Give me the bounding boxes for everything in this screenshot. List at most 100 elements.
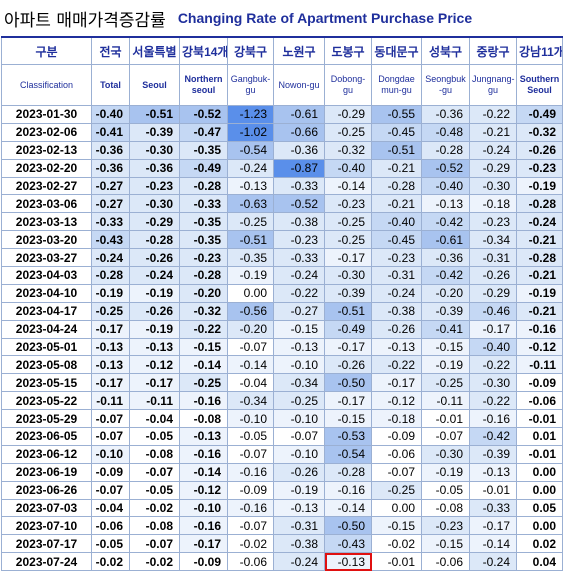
row-date: 2023-04-03 <box>1 266 92 285</box>
rate-cell: 0.05 <box>516 498 563 518</box>
rate-cell: -0.27 <box>91 194 130 214</box>
table-row: 2023-06-05 -0.07 -0.05 -0.13 -0.05 -0.07 -0.53… <box>1 427 563 446</box>
rate-cell: -0.31 <box>469 248 517 268</box>
rate-cell: -0.16 <box>179 444 228 464</box>
row-date: 2023-02-20 <box>1 158 92 178</box>
rate-cell: -0.26 <box>129 301 180 321</box>
row-date: 2023-04-10 <box>1 283 92 303</box>
rate-cell: -0.45 <box>371 230 422 250</box>
row-date: 2023-06-05 <box>1 427 92 446</box>
row-date: 2023-06-19 <box>1 462 92 482</box>
rate-cell: -0.26 <box>273 462 325 482</box>
column-header-korean: 서울특별 <box>129 36 180 65</box>
rate-cell: -0.10 <box>273 409 325 429</box>
rate-cell: -0.19 <box>129 319 180 339</box>
rate-cell: -0.52 <box>273 194 325 214</box>
rate-cell: -0.21 <box>371 194 422 214</box>
rate-cell: -0.12 <box>179 480 228 500</box>
rate-cell: -0.06 <box>227 552 274 572</box>
rate-cell: -0.47 <box>179 122 228 142</box>
table-row: 2023-02-20 -0.36 -0.36 -0.49 -0.24 -0.87 -0.40… <box>1 158 563 178</box>
rate-cell: -0.15 <box>324 409 372 429</box>
rate-cell: -0.13 <box>91 355 130 375</box>
rate-cell: 0.00 <box>371 498 422 518</box>
rate-cell: -0.10 <box>91 444 130 464</box>
column-header-english: Nowon-gu <box>273 64 325 106</box>
table-row: 2023-07-24 -0.02 -0.02 -0.09 -0.06 -0.24 -0.13… <box>1 552 563 572</box>
rate-cell: -0.23 <box>516 158 563 178</box>
rate-cell: -0.01 <box>516 444 563 464</box>
row-date: 2023-05-15 <box>1 373 92 393</box>
rate-cell: -0.09 <box>227 480 274 500</box>
rate-cell: -0.24 <box>371 283 422 303</box>
rate-cell: -0.07 <box>91 427 130 446</box>
rate-cell: -0.25 <box>371 480 422 500</box>
rate-cell: -0.14 <box>469 534 517 554</box>
rate-cell: -0.36 <box>91 140 130 160</box>
row-date: 2023-04-24 <box>1 319 92 339</box>
rate-cell: -0.24 <box>469 552 517 572</box>
rate-cell: -0.07 <box>421 427 470 446</box>
rate-cell: -0.26 <box>324 355 372 375</box>
rate-cell: -0.05 <box>129 480 180 500</box>
rate-cell: -0.19 <box>273 480 325 500</box>
rate-cell: -0.36 <box>129 158 180 178</box>
rate-cell: -0.30 <box>129 194 180 214</box>
rate-cell: -0.66 <box>273 122 325 142</box>
rate-cell: -0.11 <box>421 391 470 411</box>
rate-cell: -0.25 <box>421 373 470 393</box>
rate-cell: -0.17 <box>91 319 130 339</box>
rate-cell: -0.07 <box>227 444 274 464</box>
rate-cell: -0.17 <box>324 248 372 268</box>
rate-cell: -0.51 <box>227 230 274 250</box>
header-row-english: Classification Total Seoul Northern seoul Ga… <box>1 64 563 106</box>
rate-cell: -0.05 <box>227 427 274 446</box>
rate-cell: -0.19 <box>421 355 470 375</box>
row-date: 2023-07-03 <box>1 498 92 518</box>
row-date: 2023-03-13 <box>1 212 92 232</box>
rate-cell: -0.18 <box>469 194 517 214</box>
rate-cell: -0.51 <box>324 301 372 321</box>
rate-cell: -0.35 <box>227 248 274 268</box>
rate-cell: -0.11 <box>516 355 563 375</box>
table-row: 2023-04-10 -0.19 -0.19 -0.20 0.00 -0.22 -0.39-… <box>1 283 563 303</box>
rate-cell: -0.06 <box>421 552 470 572</box>
rate-cell: -0.35 <box>179 230 228 250</box>
rate-cell: -0.01 <box>469 480 517 500</box>
table-row: 2023-02-06 -0.41 -0.39 -0.47 -1.02 -0.66 -0.25… <box>1 122 563 142</box>
rate-cell: -0.21 <box>469 122 517 142</box>
rate-cell: -0.35 <box>179 140 228 160</box>
rate-cell: -0.36 <box>91 158 130 178</box>
rate-cell: -0.15 <box>371 516 422 536</box>
rate-cell: -0.30 <box>129 140 180 160</box>
column-header-english: Dobong-gu <box>324 64 372 106</box>
rate-cell: -0.10 <box>179 498 228 518</box>
rate-cell: -0.14 <box>324 498 372 518</box>
rate-cell: -0.27 <box>91 176 130 196</box>
rate-cell: -0.06 <box>516 391 563 411</box>
rate-cell: -0.53 <box>324 427 372 446</box>
rate-cell: -0.13 <box>371 337 422 357</box>
rate-cell: -0.07 <box>273 427 325 446</box>
rate-cell: -0.33 <box>91 212 130 232</box>
rate-cell: -0.21 <box>516 230 563 250</box>
column-header-korean: 강북구 <box>227 36 274 65</box>
rate-cell: -0.39 <box>421 301 470 321</box>
rate-cell: -0.04 <box>227 373 274 393</box>
row-date: 2023-05-29 <box>1 409 92 429</box>
rate-cell: -0.36 <box>421 248 470 268</box>
rate-cell: -0.15 <box>273 319 325 339</box>
rate-cell: -0.07 <box>227 516 274 536</box>
table-row: 2023-07-17 -0.05 -0.07 -0.17 -0.02 -0.38 -0.43… <box>1 534 563 554</box>
rate-cell: -0.19 <box>421 462 470 482</box>
rate-cell: -0.49 <box>516 105 563 124</box>
rate-cell: -0.13 <box>227 176 274 196</box>
rate-cell: -0.51 <box>371 140 422 160</box>
rate-cell: -0.20 <box>179 283 228 303</box>
rate-cell: -0.13 <box>324 552 372 572</box>
rate-cell: 0.00 <box>516 516 563 536</box>
row-date: 2023-03-06 <box>1 194 92 214</box>
rate-cell: -0.17 <box>129 373 180 393</box>
rate-cell: -0.09 <box>91 462 130 482</box>
rate-cell: -0.40 <box>324 158 372 178</box>
